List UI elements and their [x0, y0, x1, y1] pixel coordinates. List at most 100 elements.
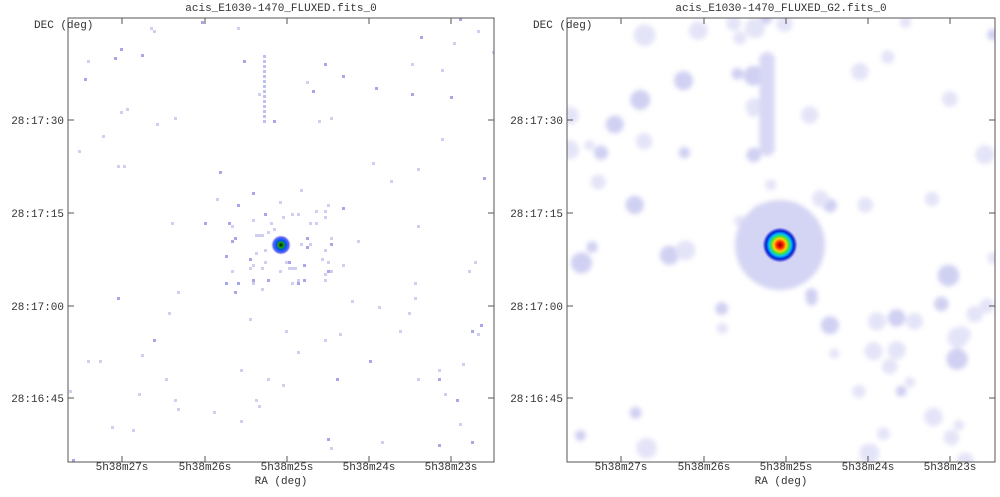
- pixel: [261, 288, 264, 291]
- pixel: [309, 222, 312, 225]
- blob: [605, 115, 624, 134]
- blob: [659, 245, 680, 266]
- pixel: [450, 96, 453, 99]
- pixel: [264, 261, 267, 264]
- pixel: [324, 273, 327, 276]
- pixel: [471, 330, 474, 333]
- pixel: [204, 222, 207, 225]
- x-tick-label: 5h38m24s: [343, 462, 396, 474]
- blob: [747, 106, 759, 118]
- pixel: [357, 240, 360, 243]
- pixel: [234, 291, 237, 294]
- pixel: [291, 267, 294, 270]
- pixel: [420, 36, 423, 39]
- pixel: [255, 234, 258, 237]
- pixel: [263, 105, 266, 108]
- blob: [765, 179, 777, 191]
- pixel: [327, 261, 330, 264]
- y-tick-label: 28:16:45: [11, 394, 64, 406]
- blob: [880, 50, 895, 64]
- pixel: [324, 210, 327, 213]
- pixel: [399, 330, 402, 333]
- pixel: [258, 405, 261, 408]
- pixel: [237, 282, 240, 285]
- y-tick-label: 28:17:15: [510, 209, 563, 221]
- pixel: [263, 95, 266, 98]
- pixel: [141, 54, 144, 57]
- blob: [630, 89, 651, 110]
- pixel: [318, 120, 321, 123]
- blob: [956, 452, 974, 462]
- pixel: [201, 21, 204, 24]
- pixel: [306, 237, 309, 240]
- pixel: [342, 75, 345, 78]
- pixel: [117, 165, 120, 168]
- pixel: [114, 57, 117, 60]
- pixel: [390, 180, 393, 183]
- pixel: [351, 300, 354, 303]
- blob: [899, 18, 912, 28]
- pixel: [414, 297, 417, 300]
- x-tick-label: 5h38m23s: [924, 462, 977, 474]
- pixel: [411, 93, 414, 96]
- blob: [733, 31, 747, 45]
- pixel: [369, 360, 372, 363]
- pixel: [456, 399, 459, 402]
- pixel: [263, 60, 266, 63]
- pixel: [453, 42, 456, 45]
- blob: [586, 241, 598, 253]
- pixel: [150, 27, 153, 30]
- blob: [744, 18, 766, 39]
- pixel: [123, 165, 126, 168]
- pixel: [414, 282, 417, 285]
- pixel: [477, 333, 480, 336]
- pixel: [174, 399, 177, 402]
- pixel: [315, 210, 318, 213]
- pixel: [249, 258, 252, 261]
- pixel: [252, 219, 255, 222]
- pixel: [263, 90, 266, 93]
- blob: [857, 197, 874, 213]
- blob: [805, 293, 818, 306]
- pixel: [438, 444, 441, 447]
- pixel: [372, 162, 375, 165]
- pixel: [288, 261, 291, 264]
- pixel: [411, 63, 414, 66]
- panel-title: acis_E1030-1470_FLUXED_G2.fits_0: [675, 3, 886, 15]
- pixel: [378, 306, 381, 309]
- blob: [829, 348, 840, 359]
- blob: [731, 67, 744, 80]
- x-axis-label: RA (deg): [255, 476, 308, 488]
- pixel: [339, 333, 342, 336]
- x-tick-label: 5h38m26s: [179, 462, 232, 474]
- y-tick-label: 28:17:00: [11, 302, 64, 314]
- pixel: [177, 408, 180, 411]
- pixel: [282, 216, 285, 219]
- pixel: [225, 255, 228, 258]
- pixel: [168, 312, 171, 315]
- image-panel: acis_E1030-1470_FLUXED.fits_0 DEC (deg) RA…: [11, 3, 495, 488]
- pixel: [237, 204, 240, 207]
- blob: [987, 252, 995, 265]
- pixel: [327, 438, 330, 441]
- blob: [820, 316, 839, 335]
- pixel: [297, 213, 300, 216]
- pixel: [263, 110, 266, 113]
- pixel: [263, 115, 266, 118]
- pixel: [258, 234, 261, 237]
- blob: [593, 145, 609, 160]
- blob: [673, 71, 694, 91]
- pixel: [87, 60, 90, 63]
- pixel: [156, 123, 159, 126]
- pixel: [324, 279, 327, 282]
- blob: [946, 348, 968, 370]
- pixel: [324, 216, 327, 219]
- x-axis-label: RA (deg): [755, 476, 808, 488]
- pixel: [291, 213, 294, 216]
- pixel: [87, 360, 90, 363]
- pixel: [249, 267, 252, 270]
- pixel: [474, 261, 477, 264]
- blob: [635, 133, 653, 150]
- blob: [776, 18, 793, 33]
